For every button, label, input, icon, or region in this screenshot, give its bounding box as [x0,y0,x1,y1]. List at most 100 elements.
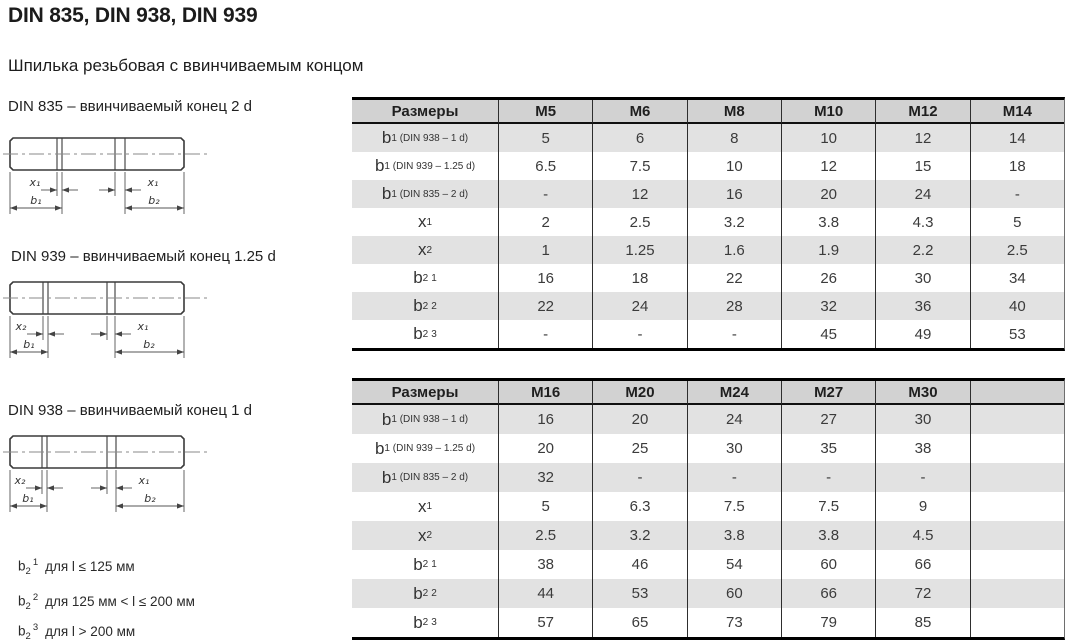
cell-value: 1.25 [592,236,687,264]
cell-value: 26 [781,264,875,292]
dim-label-b2: b₂ [144,492,156,505]
cell-value [969,463,1064,492]
cell-value: - [875,463,970,492]
cell-value: - [498,180,593,208]
cell-value: 3.8 [686,521,781,550]
cell-value: 1.9 [781,236,876,264]
cell-value: 30 [686,434,781,463]
cell-value: 16 [498,405,593,434]
cell-value: 27 [781,405,876,434]
cell-value: 79 [781,608,875,637]
cell-value: - [686,463,781,492]
cell-value: 20 [592,405,687,434]
cell-value: 40 [969,292,1064,320]
cell-value: 22 [498,292,593,320]
cell-value: 72 [875,579,970,608]
cell-value: 6 [592,124,687,152]
cell-value: 10 [781,124,876,152]
cell-value: 10 [686,152,781,180]
cell-value: 20 [498,434,592,463]
cell-value: 5 [498,124,593,152]
cell-value: 3.8 [781,208,875,236]
cell-value [969,579,1064,608]
cell-value: 65 [592,608,686,637]
cell-value: 66 [875,550,969,579]
cell-value: 44 [498,579,593,608]
cell-value: 9 [875,492,969,521]
cell-value: 7.5 [592,152,686,180]
stud-drawing-din-939: x₂ x₁ b₁ b₂ [3,281,207,358]
column-header: M14 [969,100,1064,124]
footnote-b2-1: b21 для l ≤ 125 мм [18,557,135,578]
cell-value: - [592,320,686,348]
cell-value: 3.2 [592,521,687,550]
cell-value: 12 [875,124,970,152]
footnote-b2-2: b22 для 125 мм < l ≤ 200 мм [18,592,195,613]
drawing-caption-din-939: DIN 939 – ввинчиваемый конец 1.25 d [11,248,276,265]
size-column-header: Размеры [352,100,498,124]
cell-value: - [686,320,781,348]
stud-drawing-din-835: x₁ x₁ b₁ b₂ [3,137,207,214]
cell-value: 24 [592,292,687,320]
cell-value: 1 [498,236,593,264]
cell-value: - [592,463,687,492]
dim-label-x-left: x₂ [14,474,27,487]
cell-value: 12 [781,152,875,180]
cell-value: 46 [592,550,686,579]
dim-label-x-left: x₁ [29,176,41,189]
dimensions-table-m16-m30: Размеры M16 M20 M24 M27 M30 b 1 (DIN 938 – 1 d)… [352,378,1065,640]
column-header: M30 [875,381,970,405]
cell-value: 7.5 [781,492,875,521]
cell-value [969,434,1064,463]
cell-value: 57 [498,608,592,637]
cell-value: 4.5 [875,521,970,550]
page-title: DIN 835, DIN 938, DIN 939 [8,4,258,27]
column-header: M10 [781,100,876,124]
cell-value: 18 [592,264,686,292]
cell-value [969,550,1064,579]
cell-value: 24 [875,180,970,208]
cell-value: 60 [781,550,875,579]
cell-value: 16 [686,180,781,208]
dim-label-b1: b₁ [22,492,33,505]
cell-value: 2.5 [498,521,593,550]
cell-value: 22 [686,264,781,292]
cell-value: 30 [875,405,970,434]
cell-value: 12 [592,180,687,208]
cell-value: - [969,180,1064,208]
cell-value: 18 [969,152,1064,180]
dim-label-x-right: x₁ [147,176,159,189]
cell-value: - [498,320,592,348]
column-header: M16 [498,381,593,405]
column-header: M8 [686,100,781,124]
cell-value [969,492,1064,521]
cell-value: 28 [686,292,781,320]
cell-value: 60 [686,579,781,608]
cell-value: 1.6 [686,236,781,264]
dim-label-x-left: x₂ [15,320,28,333]
column-header: M5 [498,100,593,124]
cell-value: 36 [875,292,970,320]
cell-value: 38 [875,434,969,463]
cell-value: 34 [969,264,1064,292]
cell-value: 66 [781,579,876,608]
cell-value: 3.8 [781,521,876,550]
dim-label-b1: b₁ [23,338,34,351]
page-subtitle: Шпилька резьбовая с ввинчиваемым концом [8,56,364,75]
cell-value: 2.5 [592,208,686,236]
cell-value: 30 [875,264,969,292]
cell-value: 53 [969,320,1064,348]
dim-label-b1: b₁ [30,194,41,207]
cell-value: 8 [686,124,781,152]
footnote-b2-3: b23 для l > 200 мм [18,622,136,643]
cell-value: 16 [498,264,592,292]
cell-value: 38 [498,550,592,579]
